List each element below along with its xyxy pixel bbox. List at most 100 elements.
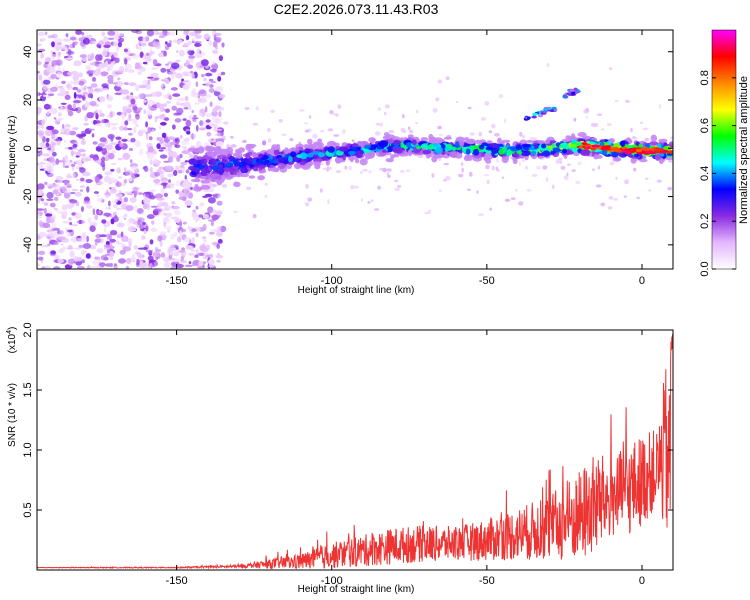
- noise-blob: [109, 255, 114, 261]
- noise-blob: [47, 35, 55, 39]
- noise-blob: [59, 186, 67, 193]
- ridge-blob: [405, 142, 413, 148]
- noise-blob: [90, 266, 99, 269]
- noise-blob: [129, 159, 133, 164]
- noise-blob: [163, 192, 168, 197]
- noise-blob: [115, 80, 124, 87]
- noise-blob: [82, 37, 90, 45]
- noise-blob: [48, 226, 55, 230]
- ridge-blob: [206, 151, 215, 157]
- ridge-blob: [355, 151, 363, 159]
- faint-blob: [545, 177, 549, 182]
- noise-blob: [110, 218, 115, 225]
- noise-blob: [76, 266, 85, 269]
- noise-blob: [178, 102, 185, 106]
- noise-blob: [76, 133, 82, 138]
- faint-blob: [529, 137, 535, 141]
- faint-blob: [399, 170, 406, 173]
- noise-blob: [121, 89, 130, 95]
- faint-blob: [521, 159, 526, 162]
- faint-blob: [566, 172, 569, 177]
- noise-blob: [177, 250, 186, 253]
- noise-blob: [146, 109, 153, 116]
- faint-blob: [575, 180, 581, 185]
- noise-blob: [131, 30, 140, 34]
- noise-blob: [210, 220, 214, 227]
- ridge-core: [624, 151, 633, 155]
- colorbar-tick-label: 0.8: [699, 70, 711, 85]
- noise-blob: [48, 156, 55, 163]
- faint-blob: [639, 121, 644, 124]
- noise-blob: [81, 96, 85, 100]
- noise-blob: [109, 230, 118, 236]
- noise-blob: [162, 94, 167, 99]
- noise-blob: [116, 168, 121, 173]
- noise-blob: [103, 226, 107, 233]
- noise-blob: [145, 191, 154, 198]
- ridge-blob: [262, 140, 267, 146]
- faint-blob: [362, 169, 368, 172]
- ridge-blob: [251, 159, 257, 165]
- faint-blob: [600, 128, 605, 131]
- x-tick-label: -50: [479, 575, 495, 587]
- noise-blob: [37, 146, 42, 152]
- ridge-blob: [649, 141, 659, 146]
- ridge-blob: [451, 151, 458, 159]
- noise-blob: [54, 118, 58, 125]
- noise-blob: [198, 127, 206, 131]
- faint-blob: [496, 158, 499, 163]
- ridge-blob: [240, 166, 247, 174]
- ridge-blob: [299, 152, 308, 160]
- noise-blob: [183, 42, 188, 47]
- faint-blob: [406, 169, 411, 172]
- ridge-blob: [541, 143, 547, 149]
- noise-blob: [170, 87, 178, 91]
- noise-blob: [76, 89, 82, 93]
- noise-blob: [156, 103, 165, 109]
- noise-blob: [187, 41, 193, 46]
- noise-blob: [79, 185, 86, 188]
- ridge-blob: [326, 140, 337, 147]
- noise-blob: [181, 181, 189, 189]
- ridge-blob: [221, 175, 226, 181]
- ridge-blob: [228, 155, 236, 162]
- noise-blob: [191, 109, 194, 114]
- noise-blob: [93, 87, 101, 94]
- noise-blob: [171, 206, 180, 210]
- noise-blob: [43, 168, 50, 171]
- ridge-blob: [473, 148, 480, 156]
- faint-blob: [417, 154, 424, 159]
- ridge-blob: [562, 148, 567, 154]
- noise-blob: [137, 36, 144, 42]
- noise-blob: [51, 53, 57, 58]
- faint-blob: [303, 122, 309, 125]
- noise-blob: [41, 266, 46, 269]
- faint-blob: [435, 97, 440, 102]
- noise-blob: [37, 213, 41, 217]
- ridge-blob: [293, 162, 302, 170]
- noise-blob: [88, 128, 95, 131]
- noise-blob: [132, 106, 138, 111]
- noise-blob: [112, 40, 118, 47]
- noise-blob: [94, 256, 101, 260]
- noise-blob: [191, 92, 200, 98]
- ridge-blob: [485, 146, 494, 151]
- ridge-core: [600, 147, 610, 151]
- noise-blob: [217, 195, 221, 198]
- noise-blob: [131, 165, 138, 170]
- noise-blob: [109, 142, 118, 146]
- noise-blob: [174, 118, 182, 123]
- faint-blob: [278, 119, 283, 123]
- ridge-blob: [427, 144, 434, 150]
- noise-blob: [43, 79, 51, 85]
- noise-blob: [160, 182, 169, 186]
- noise-blob: [209, 101, 213, 107]
- ridge-blob: [190, 178, 201, 183]
- noise-blob: [143, 94, 153, 97]
- noise-blob: [75, 30, 82, 35]
- noise-blob: [217, 238, 223, 244]
- noise-blob: [41, 123, 45, 130]
- noise-blob: [84, 101, 90, 108]
- noise-blob: [148, 266, 152, 269]
- faint-blob: [327, 199, 330, 205]
